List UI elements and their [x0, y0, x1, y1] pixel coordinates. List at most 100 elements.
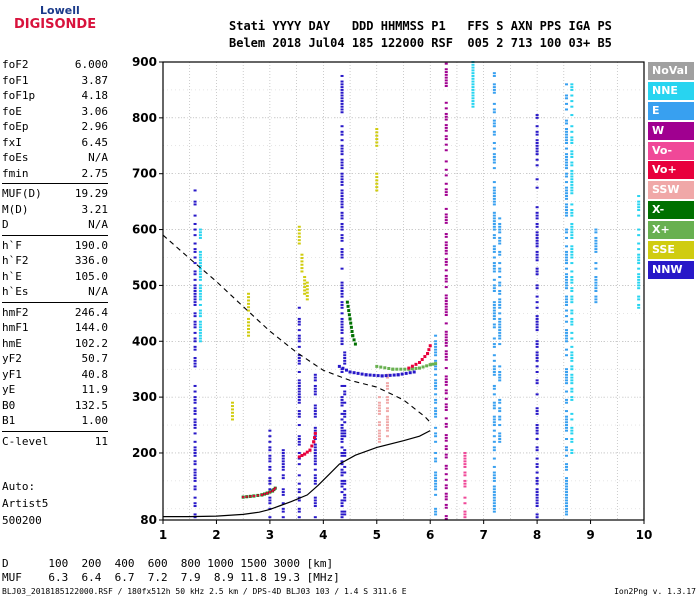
echo-mark: [313, 454, 317, 457]
echo-mark: [570, 169, 574, 172]
echo-mark: [570, 376, 574, 379]
echo-mark: [340, 384, 344, 387]
echo-mark: [198, 276, 202, 279]
echo-mark: [565, 429, 569, 432]
echo-mark: [297, 398, 301, 401]
echo-mark: [492, 446, 496, 449]
sse-mark: [247, 327, 251, 330]
echo-mark: [434, 493, 438, 496]
echo-mark: [343, 493, 347, 496]
f1-trace-vo-plus: [313, 431, 317, 435]
echo-mark: [340, 183, 344, 186]
echo-mark: [492, 488, 496, 491]
param-row: h`E 105.0: [2, 269, 108, 285]
x-tick-label: 5: [373, 528, 381, 542]
echo-mark: [193, 248, 197, 251]
echo-mark: [444, 302, 448, 305]
echo-mark: [570, 245, 574, 248]
echo-mark: [193, 421, 197, 424]
echo-mark: [498, 379, 502, 382]
echo-mark: [570, 192, 574, 195]
echo-mark: [297, 345, 301, 348]
echo-mark: [340, 250, 344, 253]
echo-mark: [444, 436, 448, 439]
echo-mark: [535, 239, 539, 242]
echo-mark: [444, 233, 448, 236]
echo-mark: [193, 250, 197, 253]
param-label: foE: [2, 104, 22, 118]
echo-mark: [444, 487, 448, 490]
echo-mark: [340, 133, 344, 136]
echo-mark: [637, 195, 641, 198]
echo-mark: [535, 438, 539, 441]
echo-mark: [498, 331, 502, 334]
echo-mark: [343, 451, 347, 454]
echo-mark: [281, 463, 285, 466]
e-trace-vo: [271, 489, 274, 492]
echo-mark: [570, 331, 574, 334]
echo-mark: [535, 222, 539, 225]
echo-mark: [498, 376, 502, 379]
param-label: hmF2: [2, 305, 29, 319]
echo-mark: [498, 312, 502, 315]
echo-mark: [193, 477, 197, 480]
trace-x-minus: [346, 304, 350, 308]
echo-mark: [492, 387, 496, 390]
echo-mark: [377, 432, 381, 435]
echo-mark: [570, 323, 574, 326]
echo-mark: [463, 474, 467, 477]
echo-mark: [570, 253, 574, 256]
trace-x-minus: [352, 338, 356, 342]
echo-mark: [444, 107, 448, 110]
echo-mark: [498, 270, 502, 273]
echo-mark: [535, 139, 539, 142]
echo-mark: [535, 351, 539, 354]
echo-mark: [198, 236, 202, 239]
echo-mark: [297, 482, 301, 485]
echo-mark: [444, 495, 448, 498]
echo-mark: [281, 491, 285, 494]
echo-mark: [498, 334, 502, 337]
echo-mark: [535, 186, 539, 189]
echo-mark: [565, 485, 569, 488]
echo-mark: [570, 94, 574, 97]
echo-mark: [434, 382, 438, 385]
echo-mark: [565, 139, 569, 142]
echo-mark: [535, 329, 539, 332]
echo-mark: [444, 124, 448, 127]
echo-mark: [637, 253, 641, 256]
echo-mark: [193, 502, 197, 505]
echo-mark: [492, 102, 496, 105]
echo-mark: [313, 373, 317, 376]
echo-mark: [343, 384, 347, 387]
sse-mark: [297, 239, 301, 242]
y-tick-label: 200: [132, 446, 157, 460]
echo-mark: [565, 370, 569, 373]
echo-mark: [297, 329, 301, 332]
echo-mark: [444, 389, 448, 392]
echo-mark: [565, 195, 569, 198]
echo-mark: [193, 454, 197, 457]
echo-mark: [444, 160, 448, 163]
echo-mark: [535, 491, 539, 494]
echo-mark: [535, 133, 539, 136]
echo-mark: [444, 448, 448, 451]
echo-mark: [434, 415, 438, 418]
echo-mark: [385, 387, 389, 390]
echo-mark: [444, 478, 448, 481]
echo-mark: [570, 181, 574, 184]
echo-mark: [340, 144, 344, 147]
echo-mark: [377, 407, 381, 410]
sse-mark: [247, 331, 251, 334]
echo-mark: [498, 276, 502, 279]
f-trace-x-plus: [414, 366, 418, 370]
sse-mark: [303, 289, 307, 292]
echo-mark: [297, 379, 301, 382]
sse-mark: [247, 317, 251, 320]
echo-mark: [498, 329, 502, 332]
e-trace-vo: [274, 487, 277, 490]
echo-mark: [570, 418, 574, 421]
echo-mark: [340, 446, 344, 449]
echo-mark: [297, 415, 301, 418]
echo-mark: [492, 72, 496, 75]
